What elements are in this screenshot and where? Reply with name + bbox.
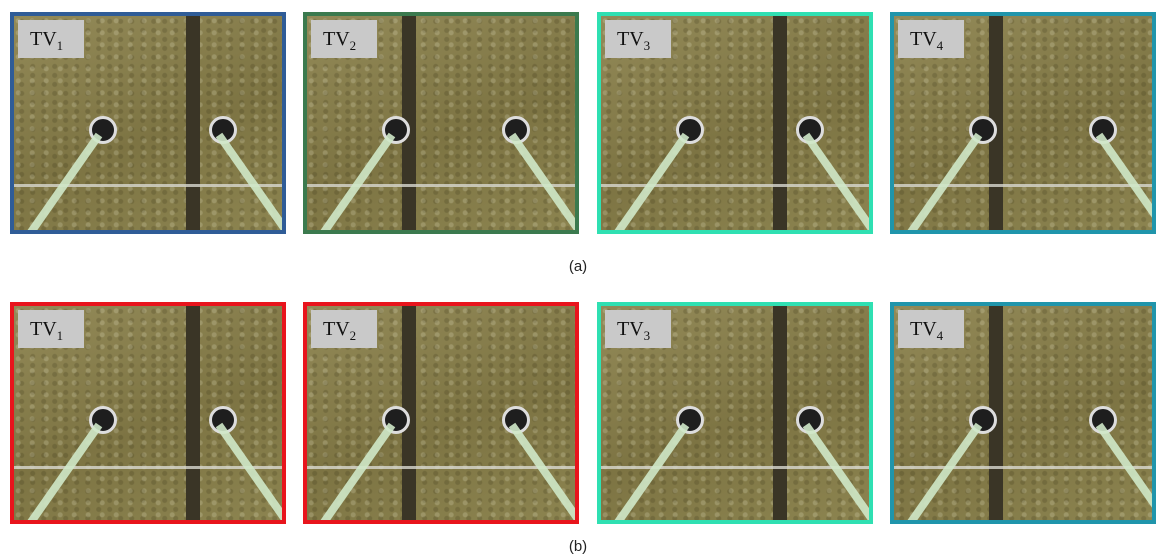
panel-label: TV2 <box>311 310 377 348</box>
label-subscript: 2 <box>350 328 357 343</box>
pole <box>186 16 200 230</box>
label-text: TV <box>30 28 57 50</box>
panel-label: TV4 <box>898 20 964 58</box>
rail <box>14 184 282 187</box>
label-subscript: 4 <box>937 328 944 343</box>
panel-label: TV4 <box>898 310 964 348</box>
photo-panel: TV4 <box>890 302 1156 524</box>
caption: (a) <box>0 258 1156 275</box>
panel-label: TV2 <box>311 20 377 58</box>
label-text: TV <box>30 318 57 340</box>
figure: TV1TV2TV3TV4(a)TV1TV2TV3TV4(b) <box>0 0 1156 560</box>
panel-label: TV3 <box>605 20 671 58</box>
rail <box>601 466 869 469</box>
pipe <box>602 423 689 524</box>
rail <box>307 184 575 187</box>
pole <box>773 306 787 520</box>
photo-panel: TV3 <box>597 302 873 524</box>
rail <box>307 466 575 469</box>
label-subscript: 3 <box>644 38 651 53</box>
caption: (b) <box>0 538 1156 555</box>
label-subscript: 3 <box>644 328 651 343</box>
label-subscript: 4 <box>937 38 944 53</box>
rail <box>14 466 282 469</box>
pole <box>773 16 787 230</box>
pipe <box>216 423 286 524</box>
pipe <box>803 423 873 524</box>
panel-label: TV1 <box>18 310 84 348</box>
photo-panel: TV1 <box>10 302 286 524</box>
pipe <box>895 423 982 524</box>
pipe <box>308 423 395 524</box>
pipe <box>15 423 102 524</box>
label-subscript: 1 <box>57 38 64 53</box>
photo-panel: TV2 <box>303 302 579 524</box>
label-text: TV <box>323 28 350 50</box>
label-subscript: 1 <box>57 328 64 343</box>
label-subscript: 2 <box>350 38 357 53</box>
label-text: TV <box>617 318 644 340</box>
panel-label: TV1 <box>18 20 84 58</box>
label-text: TV <box>910 28 937 50</box>
label-text: TV <box>323 318 350 340</box>
photo-panel: TV1 <box>10 12 286 234</box>
photo-panel: TV3 <box>597 12 873 234</box>
pipe <box>1096 423 1156 524</box>
photo-panel: TV2 <box>303 12 579 234</box>
pole <box>186 306 200 520</box>
rail <box>894 466 1152 469</box>
photo-panel: TV4 <box>890 12 1156 234</box>
pipe <box>509 423 579 524</box>
rail <box>601 184 869 187</box>
label-text: TV <box>910 318 937 340</box>
label-text: TV <box>617 28 644 50</box>
panel-label: TV3 <box>605 310 671 348</box>
rail <box>894 184 1152 187</box>
